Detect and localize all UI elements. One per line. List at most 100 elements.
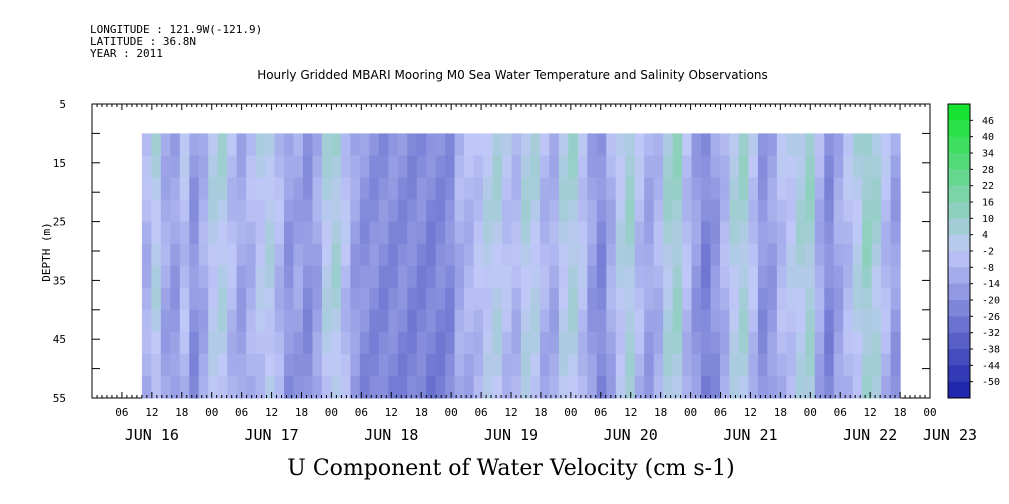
heatmap-cell [227,331,238,355]
heatmap-cell [738,265,750,289]
heatmap-cell [653,287,664,311]
heatmap-cell [596,287,607,311]
heatmap-cell [208,309,219,333]
heatmap-cell [473,177,484,201]
heatmap-cell [236,221,247,245]
heatmap-cell [682,221,693,245]
heatmap-cell [435,155,446,179]
y-tick-label: 15 [53,157,66,170]
heatmap-cell [663,309,674,333]
heatmap-cell [236,199,247,223]
heatmap-cell [303,199,314,223]
heatmap-cell [236,155,247,179]
heatmap-cell [615,177,626,201]
heatmap-cell [672,221,683,245]
x-tick-label: 18 [654,406,667,419]
x-axis-label: U Component of Water Velocity (cm s-1) [287,456,734,481]
x-tick-label: 12 [864,406,877,419]
heatmap-cell [407,177,418,201]
heatmap-cell [757,375,768,399]
heatmap-cell [814,243,825,267]
heatmap-cell [265,199,276,223]
heatmap-cell [378,265,389,289]
heatmap-cell [748,177,759,201]
heatmap-cell [852,287,863,311]
heatmap-cell [350,177,361,201]
heatmap-cell [776,331,787,355]
heatmap-cell [141,375,152,399]
heatmap-cell [720,287,731,311]
heatmap-cell [691,133,702,157]
heatmap-cell [454,331,465,355]
heatmap-cell [445,375,456,399]
heatmap-cell [483,287,494,311]
heatmap-cell [520,331,532,355]
heatmap-cell [454,177,465,201]
heatmap-cell [729,309,740,333]
heatmap-cell [331,177,342,201]
heatmap-cell [160,243,171,267]
heatmap-cell [359,199,370,223]
heatmap-cell [198,243,209,267]
heatmap-cell [549,199,560,223]
heatmap-cell [824,287,835,311]
heatmap-cell [539,287,551,311]
heatmap-cell [388,265,399,289]
heatmap-cell [255,243,266,267]
heatmap-cell [776,375,787,399]
heatmap-cell [388,375,399,399]
heatmap-cell [577,265,588,289]
heatmap-cell [871,199,882,223]
heatmap-cell [871,133,882,157]
heatmap-cell [615,199,626,223]
heatmap-cell [720,221,731,245]
heatmap-cell [795,287,806,311]
heatmap-cell [284,155,295,179]
heatmap-cell [549,309,560,333]
heatmap-cell [274,199,285,223]
colorbar-label: 16 [982,198,994,209]
heatmap-cell [378,155,389,179]
heatmap-cell [653,133,664,157]
heatmap-cell [160,331,171,355]
heatmap-cell [634,155,645,179]
heatmap-cell [701,155,712,179]
heatmap-cell [577,243,588,267]
x-tick-label: 00 [923,406,936,419]
heatmap-cell [426,177,437,201]
x-tick-label: 00 [804,406,817,419]
heatmap-cell [691,331,702,355]
heatmap-cell [464,199,475,223]
heatmap-cell [644,331,655,355]
heatmap-cell [331,331,342,355]
heatmap-cell [407,309,418,333]
heatmap-cell [805,177,816,201]
heatmap-cell [312,243,323,267]
heatmap-cell [833,133,844,157]
heatmap-cell [520,177,532,201]
heatmap-cell [331,265,342,289]
heatmap-cell [378,375,389,399]
heatmap-cell [691,221,702,245]
heatmap-cell [701,265,712,289]
heatmap-cell [682,375,693,399]
heatmap-cell [198,177,209,201]
heatmap-cell [805,265,816,289]
heatmap-cell [208,287,219,311]
heatmap-cell [397,243,408,267]
heatmap-cell [312,375,323,399]
heatmap-cell [246,309,257,333]
heatmap-cell [293,155,304,179]
heatmap-cell [606,177,617,201]
heatmap-cell [303,243,314,267]
heatmap-cell [767,331,778,355]
heatmap-cell [464,177,475,201]
heatmap-cell [833,221,844,245]
heatmap-cell [435,177,446,201]
heatmap-cell [511,331,522,355]
heatmap-cell [776,155,787,179]
heatmap-cell [170,199,181,223]
heatmap-cell [378,177,389,201]
heatmap-cell [530,221,541,245]
heatmap-cell [653,243,664,267]
